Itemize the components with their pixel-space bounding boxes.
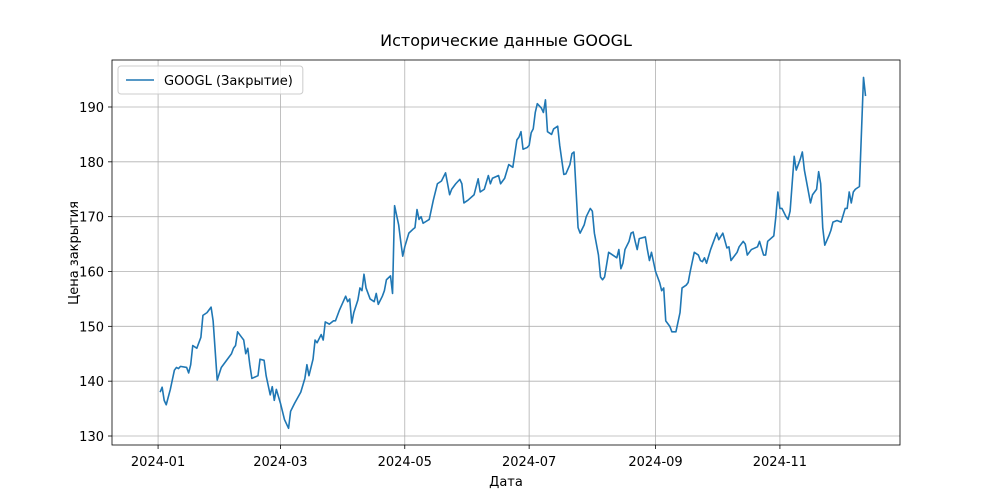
y-tick-label: 130 <box>79 430 104 445</box>
plot-frame <box>111 59 901 446</box>
x-tick-label: 2024-03 <box>253 455 307 470</box>
y-tick-label: 170 <box>79 211 104 226</box>
x-tick-label: 2024-11 <box>753 455 807 470</box>
y-tick-label: 160 <box>79 266 104 281</box>
x-tick-label: 2024-09 <box>628 455 682 470</box>
legend-box <box>117 65 304 95</box>
y-tick-label: 190 <box>79 101 104 116</box>
legend-label: GOOGL (Закрытие) <box>164 74 293 89</box>
x-axis-label: Дата <box>489 475 523 490</box>
y-tick-label: 140 <box>79 375 104 390</box>
x-tick-label: 2024-07 <box>502 455 556 470</box>
legend: GOOGL (Закрытие) <box>117 65 304 95</box>
y-tick-label: 180 <box>79 156 104 171</box>
line-series <box>159 76 867 430</box>
x-tick-label: 2024-05 <box>378 455 432 470</box>
y-tick-label: 150 <box>79 320 104 335</box>
y-axis-label: Цена закрытия <box>67 201 82 305</box>
x-tick-label: 2024-01 <box>131 455 185 470</box>
chart-title: Исторические данные GOOGL <box>380 31 632 50</box>
